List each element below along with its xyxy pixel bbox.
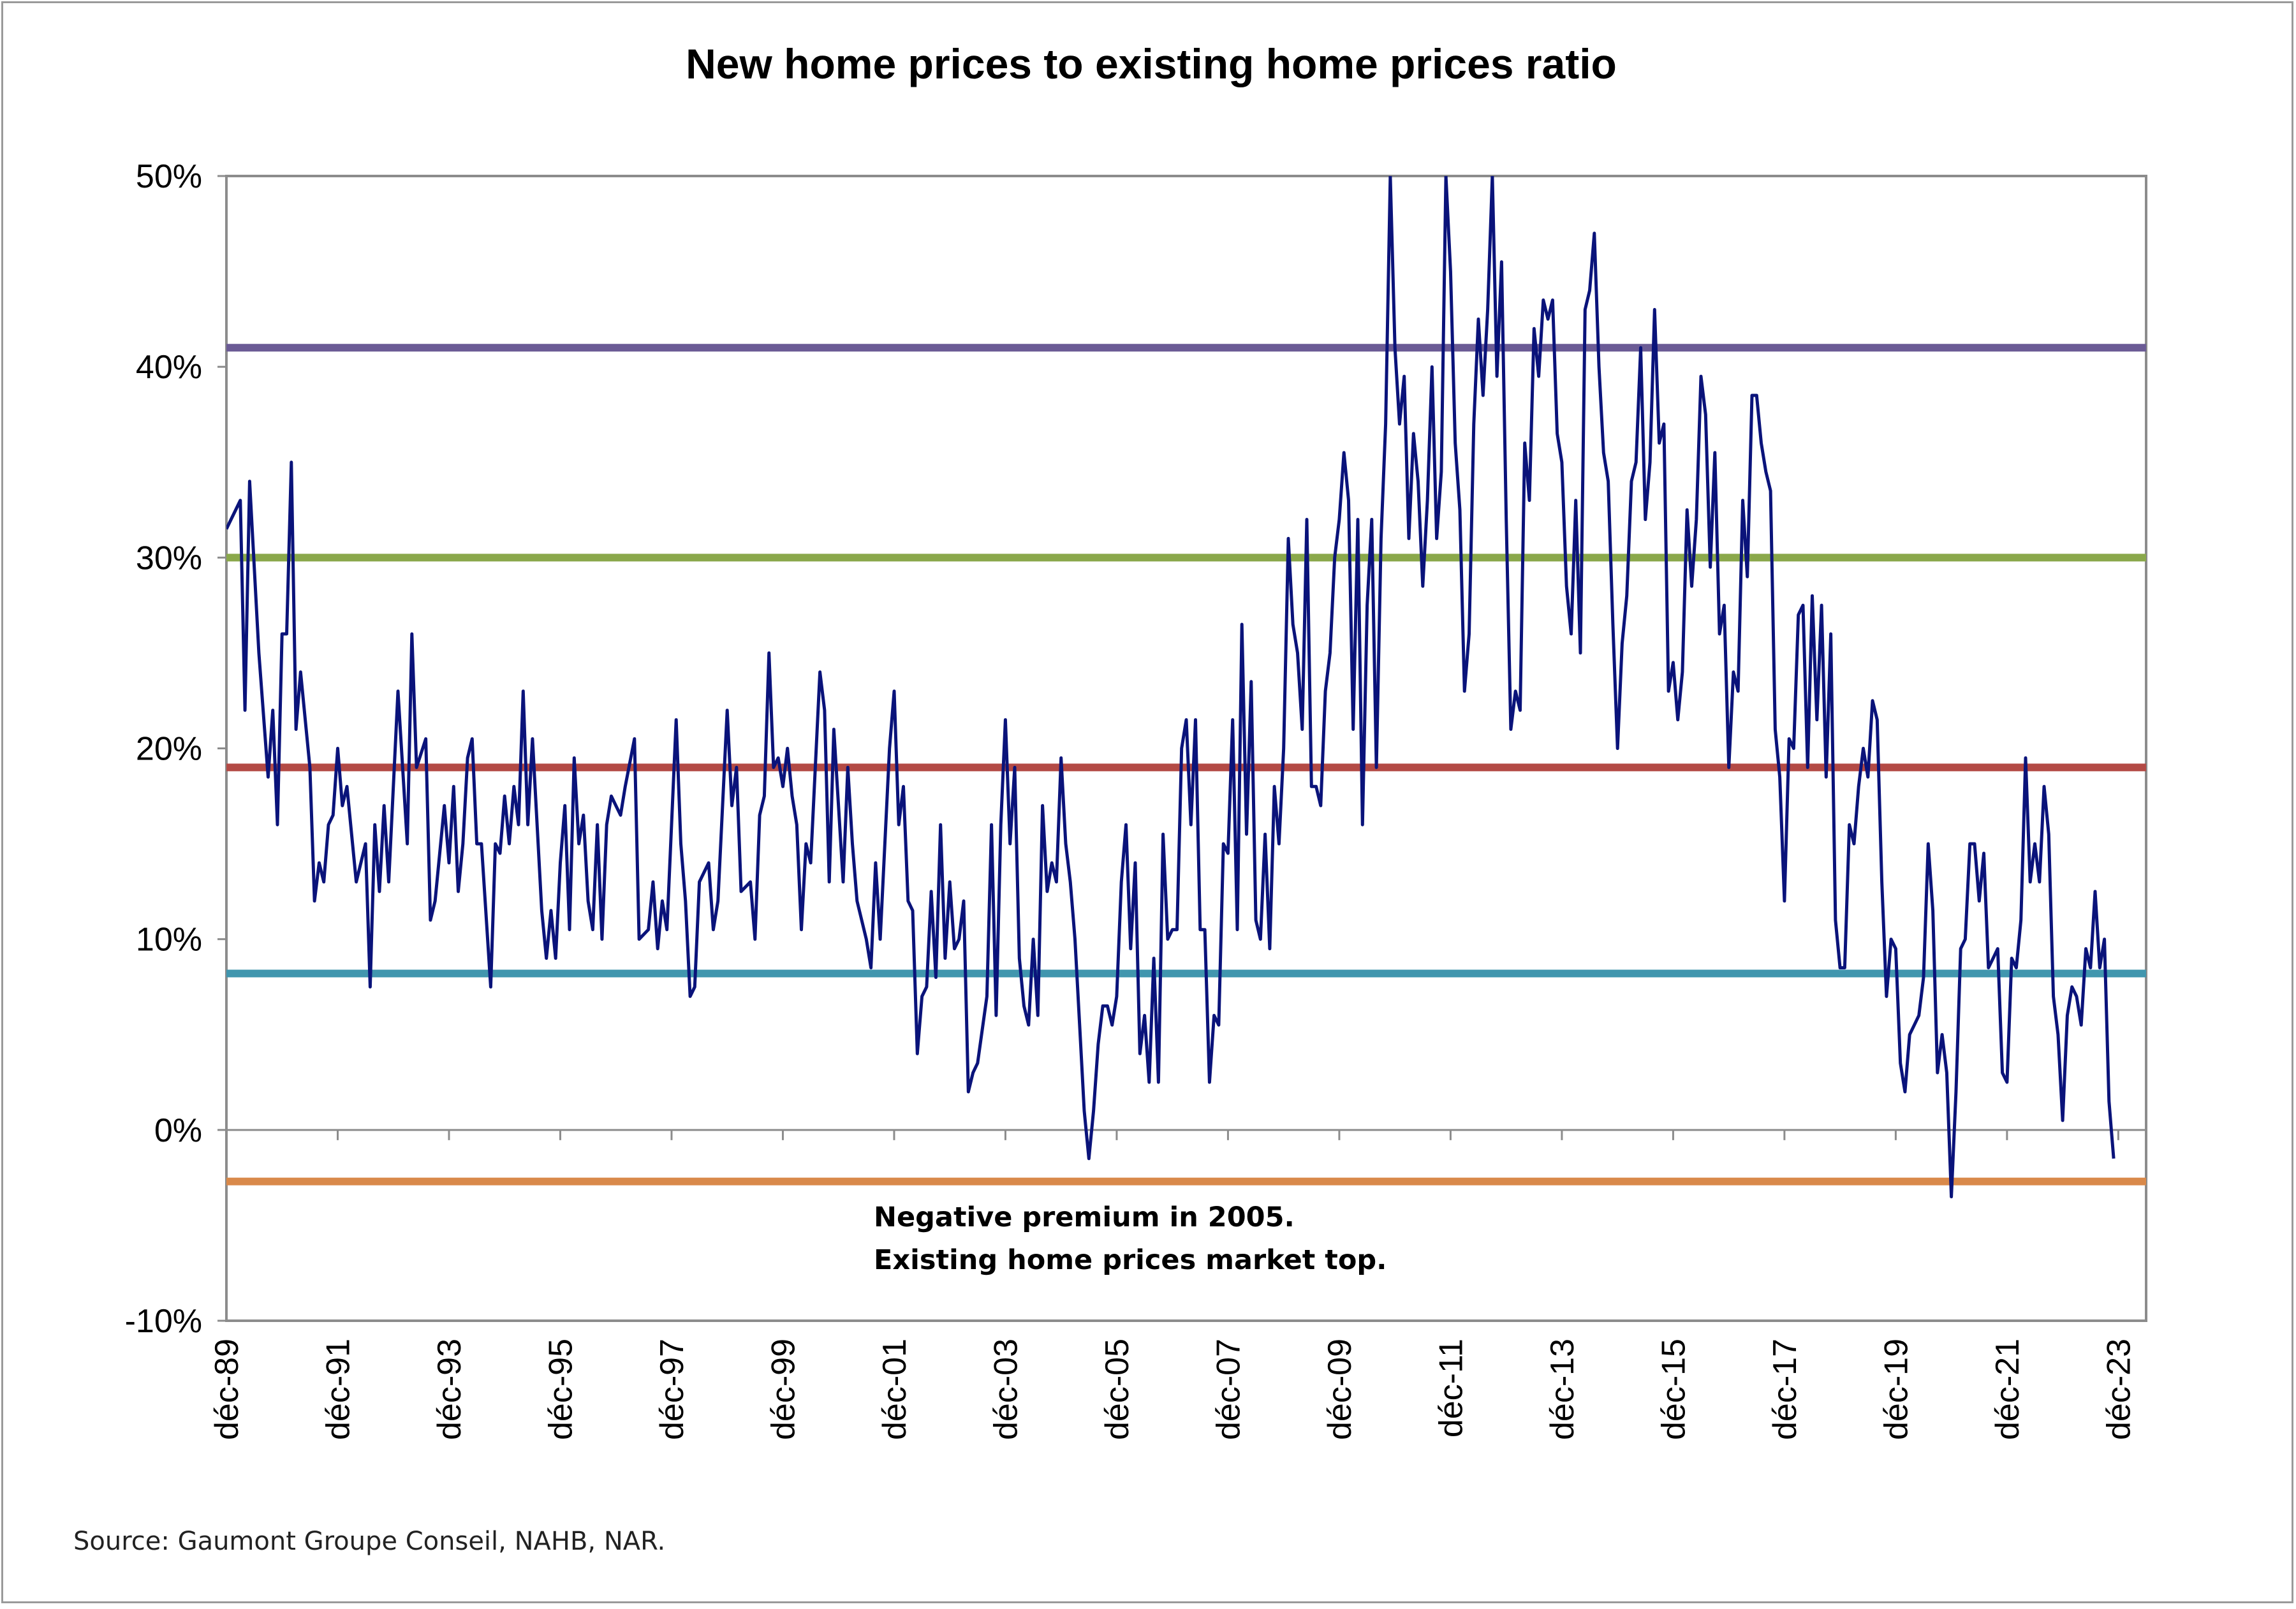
y-axis-ticks: -10% 0% 10% 20% 30% 40% 50% <box>125 158 226 1340</box>
x-tick-label: déc-95 <box>542 1339 579 1440</box>
x-tick-label: déc-15 <box>1655 1339 1692 1440</box>
y-tick-label: 20% <box>136 731 202 768</box>
x-tick-label: déc-93 <box>431 1339 468 1440</box>
x-tick-label: déc-91 <box>320 1339 357 1440</box>
x-tick-label: déc-23 <box>2100 1339 2137 1440</box>
x-tick-label: déc-09 <box>1321 1339 1358 1440</box>
y-tick-label: -10% <box>125 1303 202 1340</box>
reference-lines <box>226 344 2146 1186</box>
x-tick-label: déc-99 <box>765 1339 802 1440</box>
x-tick-label: déc-89 <box>209 1339 246 1440</box>
chart-title: New home prices to existing home prices … <box>686 40 1617 87</box>
series-line-1 <box>226 176 2116 1198</box>
x-tick-label: déc-13 <box>1544 1339 1581 1440</box>
source-note: Source: Gaumont Groupe Conseil, NAHB, NA… <box>73 1527 665 1556</box>
x-tick-label: déc-01 <box>876 1339 913 1440</box>
x-tick-label: déc-19 <box>1878 1339 1915 1440</box>
x-tick-label: déc-05 <box>1099 1339 1136 1440</box>
x-tick-label: déc-17 <box>1767 1339 1804 1440</box>
x-axis-ticks: déc-89 déc-91 déc-93 déc-95 déc-97 déc-99 déc-… <box>209 1339 2137 1440</box>
y-tick-label: 40% <box>136 349 202 386</box>
x-tick-label: déc-03 <box>987 1339 1024 1440</box>
y-tick-label: 30% <box>136 540 202 577</box>
annotation-line-1: Negative premium in 2005. <box>874 1201 1295 1233</box>
y-tick-label: 50% <box>136 158 202 195</box>
y-tick-label: 10% <box>136 922 202 959</box>
x-tick-label: déc-11 <box>1432 1339 1469 1437</box>
annotation-line-2: Existing home prices market top. <box>874 1244 1387 1276</box>
axes <box>225 1129 2146 1140</box>
x-tick-label: déc-07 <box>1210 1339 1247 1440</box>
series-layer <box>226 176 2116 1198</box>
x-tick-label: déc-97 <box>654 1339 691 1440</box>
x-tick-label: déc-21 <box>1989 1339 2026 1440</box>
chart-canvas: New home prices to existing home prices … <box>73 40 2147 1556</box>
y-tick-label: 0% <box>154 1112 202 1149</box>
